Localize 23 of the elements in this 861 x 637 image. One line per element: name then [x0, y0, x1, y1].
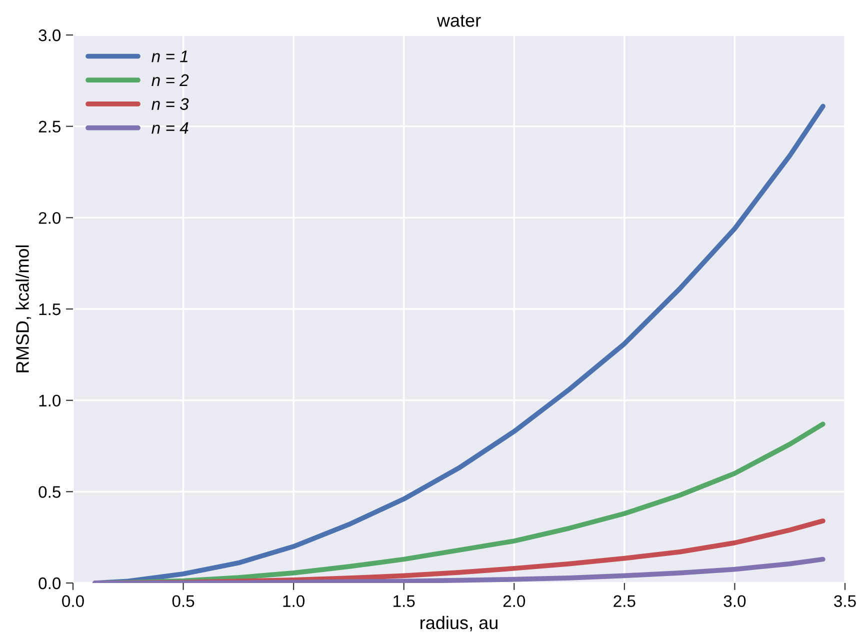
y-tick-label: 0.0	[38, 577, 61, 590]
x-tick-label: 2.0	[503, 595, 526, 608]
y-tick-label: 3.0	[38, 29, 61, 42]
x-tick-label: 1.0	[283, 595, 305, 608]
legend-label: n = 2	[152, 74, 189, 86]
x-tick-label: 0.5	[172, 595, 194, 608]
chart-title: water	[436, 14, 481, 27]
x-tick-label: 0.0	[62, 595, 84, 608]
x-tick-label: 2.5	[614, 595, 636, 608]
y-axis-title: RMSD, kcal/mol	[16, 246, 32, 372]
legend-label: n = 3	[152, 98, 189, 110]
legend-label: n = 1	[152, 50, 188, 62]
y-tick-label: 2.5	[38, 120, 60, 133]
legend-label: n = 4	[152, 122, 188, 134]
x-tick-label: 1.5	[394, 595, 415, 608]
x-axis-title: radius, au	[420, 616, 498, 632]
x-tick-label: 3.5	[834, 595, 856, 608]
y-tick-label: 2.0	[38, 212, 61, 224]
line-series	[92, 556, 826, 583]
y-tick-label: 0.5	[38, 486, 60, 498]
x-tick-label: 3.0	[724, 595, 746, 608]
y-tick-label: 1.5	[39, 304, 60, 316]
y-tick-label: 1.0	[39, 394, 61, 407]
